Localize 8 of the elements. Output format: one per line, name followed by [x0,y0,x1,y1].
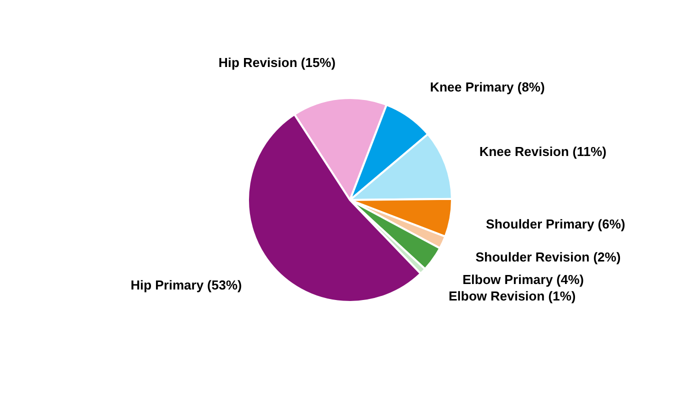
slice-label: Elbow Primary (4%) [462,272,584,287]
slice-label: Hip Revision (15%) [218,54,336,70]
slice-label: Hip Primary (53%) [130,278,242,293]
slice-label: Shoulder Primary (6%) [486,216,626,232]
slice-label: Knee Revision (11%) [479,144,606,159]
slice-label: Knee Primary (8%) [430,80,545,95]
slice-label: Shoulder Revision (2%) [475,249,621,264]
slice-label: Elbow Revision (1%) [448,288,576,304]
